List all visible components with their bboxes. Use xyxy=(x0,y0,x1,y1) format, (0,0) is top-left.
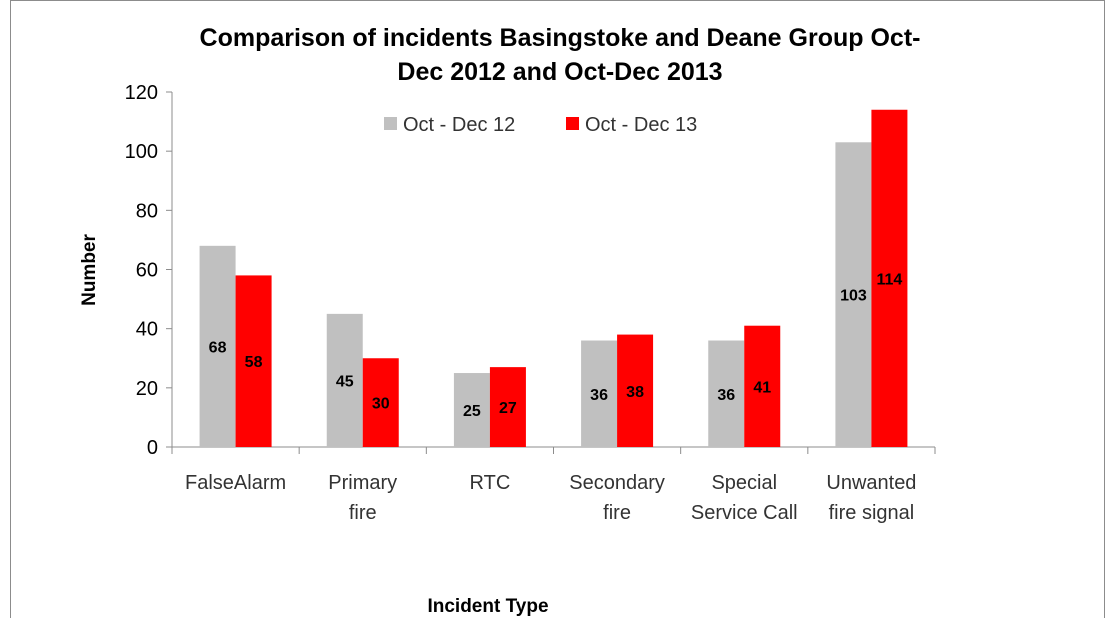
bars xyxy=(199,109,908,447)
x-category-label: Service Call xyxy=(691,502,798,524)
legend-label: Oct - Dec 12 xyxy=(403,114,515,136)
y-tick-label: 100 xyxy=(125,141,158,163)
y-tick-label: 120 xyxy=(125,82,158,104)
legend: Oct - Dec 12 Oct - Dec 13 xyxy=(384,114,697,136)
y-tick-label: 20 xyxy=(136,378,158,400)
legend-swatch xyxy=(566,117,579,130)
x-category-label: Unwanted xyxy=(826,472,916,494)
legend-swatch xyxy=(384,117,397,130)
bar-series-0 xyxy=(581,340,618,447)
data-label: 30 xyxy=(372,396,390,413)
bar-series-0 xyxy=(708,340,745,447)
data-label: 36 xyxy=(590,387,608,404)
bar-series-1 xyxy=(235,275,272,447)
x-category-label: Primary xyxy=(328,472,397,494)
data-label: 38 xyxy=(626,384,644,401)
bar-series-1 xyxy=(871,109,908,447)
y-axis-title: Number xyxy=(79,234,100,306)
y-tick-label: 60 xyxy=(136,260,158,282)
y-tick-label: 80 xyxy=(136,200,158,222)
bar-series-0 xyxy=(199,245,236,447)
y-tick-label: 0 xyxy=(147,437,158,459)
data-label: 58 xyxy=(245,354,263,371)
data-label: 103 xyxy=(840,288,867,305)
data-label: 68 xyxy=(209,339,227,356)
axes: 0 20 40 60 80 100 120 FalseAlarm Primary fire RTC S… xyxy=(79,82,936,617)
chart-title: Comparison of incidents Basingstoke and … xyxy=(200,24,921,86)
bar-series-0 xyxy=(453,373,490,447)
bar-series-1 xyxy=(744,325,781,447)
data-label: 114 xyxy=(877,271,903,288)
x-category-label: Secondary xyxy=(569,472,665,494)
data-label: 45 xyxy=(336,373,354,390)
bar-series-1 xyxy=(362,358,399,447)
legend-label: Oct - Dec 13 xyxy=(585,114,697,136)
chart-title-line: Comparison of incidents Basingstoke and … xyxy=(200,24,921,52)
data-label: 36 xyxy=(717,387,735,404)
chart-frame xyxy=(10,0,1105,618)
data-label: 25 xyxy=(463,403,481,420)
chart-title-line: Dec 2012 and Oct-Dec 2013 xyxy=(397,58,722,86)
x-category-label: FalseAlarm xyxy=(185,472,286,494)
bar-series-0 xyxy=(835,142,872,447)
bar-series-1 xyxy=(489,367,526,447)
x-category-label: fire signal xyxy=(829,502,915,524)
x-category-label: RTC xyxy=(470,472,511,494)
data-label: 27 xyxy=(499,400,517,417)
data-labels: 68 58 45 30 25 27 36 38 36 41 103 114 xyxy=(209,271,903,420)
x-category-label: fire xyxy=(349,502,377,524)
data-label: 41 xyxy=(753,379,771,396)
x-axis-title: Incident Type xyxy=(427,596,548,617)
x-category-label: Special xyxy=(711,472,777,494)
y-tick-label: 40 xyxy=(136,319,158,341)
x-category-label: fire xyxy=(603,502,631,524)
bar-series-0 xyxy=(326,313,363,447)
bar-series-1 xyxy=(617,334,654,447)
